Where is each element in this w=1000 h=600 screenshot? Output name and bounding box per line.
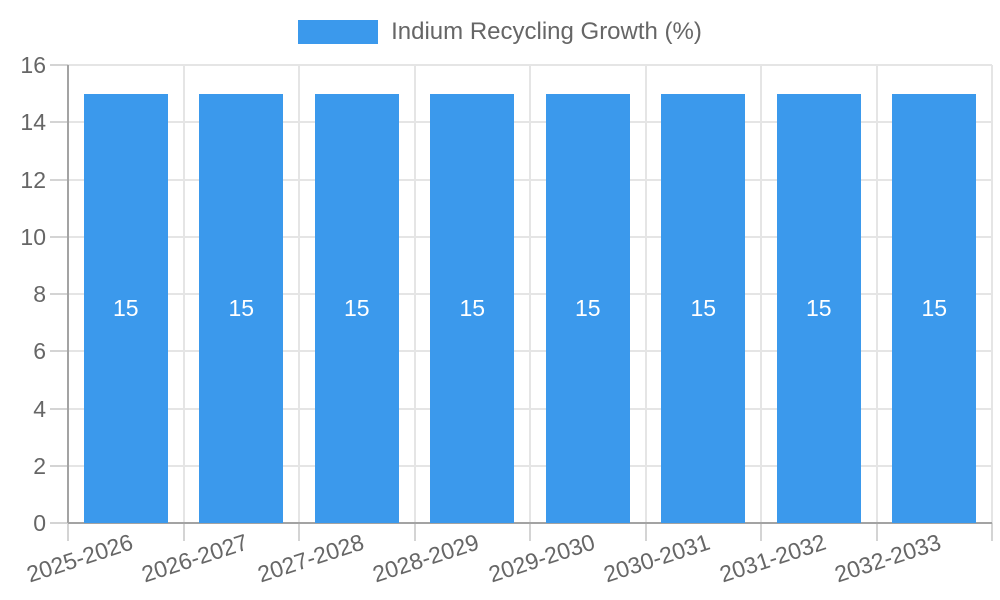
y-axis-tick xyxy=(50,522,68,524)
x-gridline xyxy=(529,65,531,523)
bar[interactable] xyxy=(545,93,630,523)
y-axis-tick xyxy=(50,178,68,181)
x-axis-line xyxy=(68,522,992,524)
y-axis-tick-label: 14 xyxy=(20,109,46,136)
x-axis-tick xyxy=(875,523,878,541)
y-axis-tick-label: 4 xyxy=(33,395,46,422)
x-axis-tick xyxy=(298,523,300,541)
bar-value-label: 15 xyxy=(459,295,486,322)
bar-value-label: 15 xyxy=(921,295,948,322)
y-axis-tick-label: 6 xyxy=(33,338,46,365)
x-axis-tick-label: 2027-2028 xyxy=(254,528,367,588)
y-axis-tick xyxy=(50,235,68,238)
x-gridline xyxy=(298,65,300,523)
x-axis-tick-label: 2026-2027 xyxy=(138,528,252,588)
x-axis-tick xyxy=(644,523,647,541)
x-gridline xyxy=(991,65,993,523)
y-axis-tick xyxy=(50,293,68,295)
legend-swatch xyxy=(298,20,379,44)
bar-value-label: 15 xyxy=(574,295,601,322)
x-axis-tick-label: 2032-2033 xyxy=(831,528,945,588)
bar-value-label: 15 xyxy=(228,295,255,322)
y-axis-tick xyxy=(50,64,68,66)
x-axis-tick-label: 2028-2029 xyxy=(369,528,483,588)
bar-value-label: 15 xyxy=(690,295,717,322)
x-axis-tick xyxy=(413,523,416,541)
legend-label: Indium Recycling Growth (%) xyxy=(391,18,702,45)
x-gridline xyxy=(413,65,416,523)
x-axis-tick xyxy=(760,523,762,541)
legend[interactable]: Indium Recycling Growth (%) xyxy=(0,19,1000,45)
y-axis-line xyxy=(67,65,69,523)
x-axis-tick xyxy=(67,523,69,541)
y-axis-tick-label: 0 xyxy=(33,510,46,536)
bar[interactable] xyxy=(776,93,861,523)
y-axis-tick-label: 10 xyxy=(20,223,46,250)
y-axis-tick xyxy=(50,464,68,467)
x-gridline xyxy=(644,65,647,523)
y-axis-tick-label: 8 xyxy=(33,281,46,307)
x-axis-tick-label: 2029-2030 xyxy=(485,528,598,588)
bar-value-label: 15 xyxy=(343,295,370,322)
y-axis-tick-label: 2 xyxy=(33,452,46,479)
bar-value-label: 15 xyxy=(805,295,832,322)
bar[interactable] xyxy=(83,93,168,523)
y-axis-tick-label: 12 xyxy=(20,166,46,193)
x-axis-tick xyxy=(182,523,185,541)
x-gridline xyxy=(182,65,185,523)
x-gridline xyxy=(760,65,762,523)
x-axis-tick-label: 2031-2032 xyxy=(716,528,829,588)
x-axis-tick-label: 2030-2031 xyxy=(600,528,714,588)
bar-value-label: 15 xyxy=(112,295,139,322)
y-axis-tick xyxy=(50,121,68,124)
y-axis-tick xyxy=(50,407,68,410)
x-axis-tick xyxy=(991,523,993,541)
bar[interactable] xyxy=(892,93,977,523)
y-axis-tick-label: 16 xyxy=(20,52,46,78)
bar[interactable] xyxy=(430,93,515,523)
x-axis-tick xyxy=(529,523,531,541)
bar[interactable] xyxy=(314,93,399,523)
y-axis-tick xyxy=(50,350,68,353)
bar[interactable] xyxy=(661,93,746,523)
bar[interactable] xyxy=(199,93,284,523)
x-gridline xyxy=(875,65,878,523)
